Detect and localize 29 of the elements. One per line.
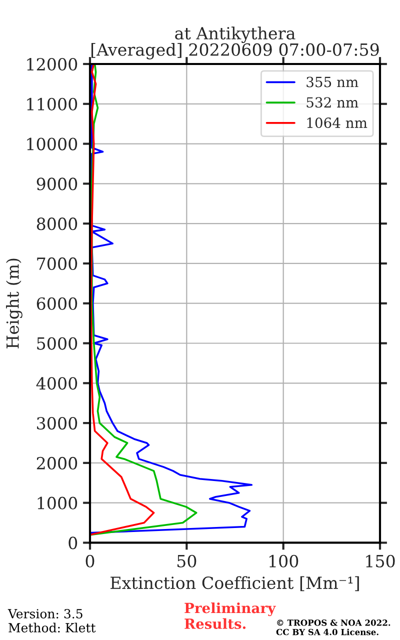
y-tick-label: 1000: [38, 496, 78, 510]
y-axis-title: Height (m): [6, 258, 22, 348]
text: © TROPOS & NOA 2022. CC BY SA 4.0 License.: [276, 620, 390, 636]
y-tick-label: 0: [68, 536, 78, 550]
line-series: [90, 64, 198, 536]
y-tick-label: 11000: [27, 98, 78, 110]
y-tick-label: 12000: [27, 58, 78, 71]
y-tick-label: 2000: [36, 456, 78, 470]
y-tick-label: 9000: [36, 178, 78, 190]
y-tick-label: 7000: [37, 257, 78, 270]
y-tick-label: 5000: [37, 337, 78, 350]
legend-label: 355 nm: [306, 76, 358, 88]
y-tick-label: 8000: [36, 218, 78, 230]
chart-title: at Antikythera [Averaged] 20220609 07:00-07:59: [91, 26, 379, 60]
x-tick-label: 50: [177, 554, 196, 568]
x-tick-label: 100: [269, 554, 298, 568]
y-tick-label: 10000: [27, 138, 78, 150]
line-series: [90, 64, 155, 536]
y-tick-label: 4000: [36, 377, 78, 390]
x-axis-title: Extinction Coefficient [Mm⁻¹]: [110, 576, 359, 592]
x-tick-label: 0: [86, 554, 94, 568]
legend-label: 1064 nm: [307, 118, 368, 128]
y-tick-label: 3000: [37, 417, 78, 430]
legend-label: 532 nm: [306, 97, 358, 108]
x-tick-label: 150: [366, 554, 395, 568]
text: Version: 3.5 Method: Klett: [8, 609, 96, 632]
text: Preliminary Results.: [184, 602, 276, 629]
y-tick-label: 6000: [36, 297, 78, 310]
line-series: [90, 64, 253, 534]
